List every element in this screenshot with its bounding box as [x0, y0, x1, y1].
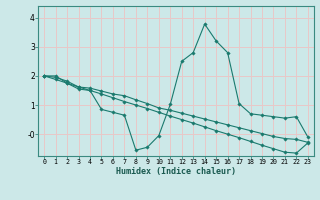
X-axis label: Humidex (Indice chaleur): Humidex (Indice chaleur) [116, 167, 236, 176]
